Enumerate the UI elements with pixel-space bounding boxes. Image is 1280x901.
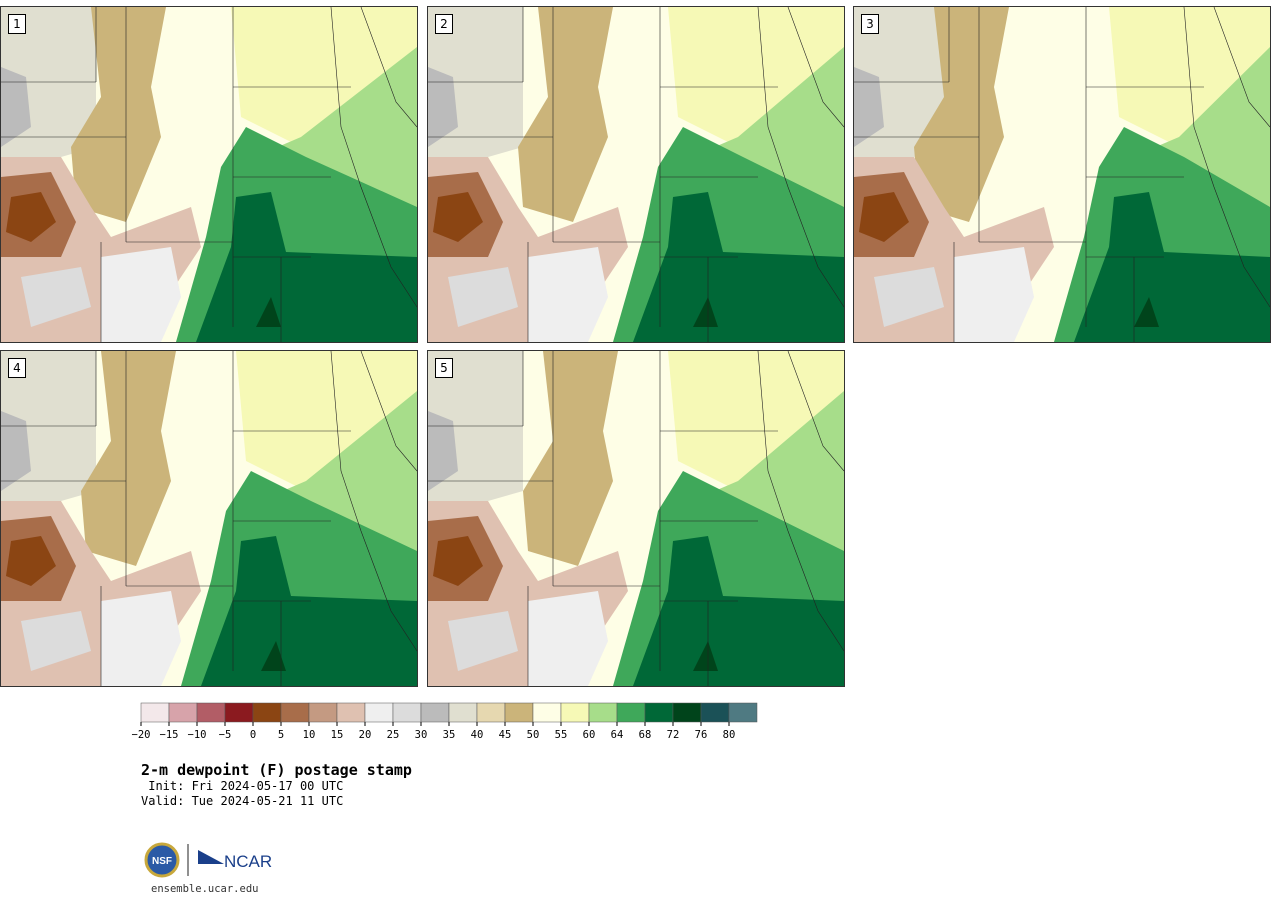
colorbar-swatch — [700, 702, 730, 723]
colorbar-tick-label: 80 — [723, 729, 736, 741]
source-url: ensemble.ucar.edu — [151, 883, 259, 895]
chart-title: 2-m dewpoint (F) postage stamp — [141, 761, 412, 779]
colorbar-swatch — [728, 702, 758, 723]
nsf-seal-icon — [144, 842, 180, 878]
colorbar: −20 −15 −10 −5 0 5 10 15 20 25 30 35 40 45 50 55 60 64 68 7… — [132, 702, 758, 741]
colorbar-tick-label: −20 — [132, 729, 151, 741]
panel-number-label: 1 — [8, 14, 26, 34]
colorbar-tick-label: 40 — [471, 729, 484, 741]
colorbar-swatch — [532, 702, 562, 723]
colorbar-swatch — [644, 702, 674, 723]
colorbar-swatch — [224, 702, 254, 723]
colorbar-swatch — [560, 702, 590, 723]
colorbar-swatch — [448, 702, 478, 723]
colorbar-swatch — [476, 702, 506, 723]
colorbar-swatch — [672, 702, 702, 723]
colorbar-swatch — [504, 702, 534, 723]
colorbar-swatch — [420, 702, 450, 723]
init-time: Init: Fri 2024-05-17 00 UTC — [141, 779, 344, 793]
colorbar-tick-label: −5 — [219, 729, 232, 741]
colorbar-tick-label: 15 — [331, 729, 344, 741]
colorbar-swatch — [336, 702, 366, 723]
colorbar-swatch — [364, 702, 394, 723]
colorbar-swatch — [252, 702, 282, 723]
colorbar-tick-label: 5 — [278, 729, 284, 741]
colorbar-tick-label: −10 — [188, 729, 207, 741]
colorbar-tick-label: 72 — [667, 729, 680, 741]
colorbar-tick-label: 68 — [639, 729, 652, 741]
map-panel-1: 1 — [0, 6, 418, 343]
colorbar-swatch — [392, 702, 422, 723]
colorbar-tick-label: 50 — [527, 729, 540, 741]
colorbar-tick-label: 55 — [555, 729, 568, 741]
colorbar-tick-label: 10 — [303, 729, 316, 741]
colorbar-tick-label: 64 — [611, 729, 624, 741]
colorbar-swatch — [280, 702, 310, 723]
panel-number-label: 2 — [435, 14, 453, 34]
nsf-ncar-logo: NSF NCAR — [144, 842, 272, 878]
map-panel-3: 3 — [853, 6, 1271, 343]
panel-number-label: 4 — [8, 358, 26, 378]
colorbar-swatch — [616, 702, 646, 723]
colorbar-tick-label: 30 — [415, 729, 428, 741]
ncar-logo-text: NCAR — [224, 852, 272, 871]
colorbar-swatch — [168, 702, 198, 723]
map-panel-5: 5 — [427, 350, 845, 687]
colorbar-tick-label: 45 — [499, 729, 512, 741]
map-panel-2: 2 — [427, 6, 845, 343]
colorbar-tick-label: −15 — [160, 729, 179, 741]
map-panel-4: 4 — [0, 350, 418, 687]
colorbar-swatch — [196, 702, 226, 723]
colorbar-tick-label: 35 — [443, 729, 456, 741]
valid-time: Valid: Tue 2024-05-21 11 UTC — [141, 794, 344, 808]
colorbar-tick-label: 60 — [583, 729, 596, 741]
colorbar-tick-label: 25 — [387, 729, 400, 741]
colorbar-swatch — [588, 702, 618, 723]
colorbar-swatch — [308, 702, 338, 723]
colorbar-swatch — [140, 702, 170, 723]
ncar-swoosh-icon — [198, 850, 224, 864]
nsf-logo-text: NSF — [152, 856, 172, 867]
panel-number-label: 5 — [435, 358, 453, 378]
panel-number-label: 3 — [861, 14, 879, 34]
colorbar-tick-label: 0 — [250, 729, 256, 741]
colorbar-tick-label: 76 — [695, 729, 708, 741]
colorbar-tick-label: 20 — [359, 729, 372, 741]
